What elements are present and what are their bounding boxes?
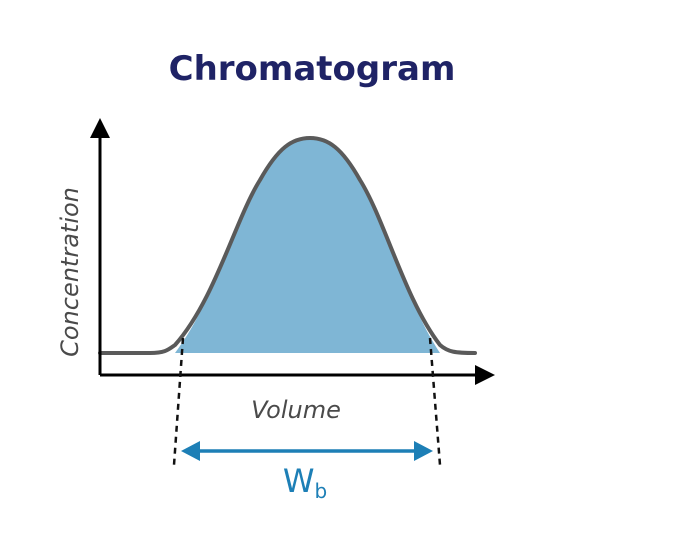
width-arrow-left-head — [181, 441, 200, 461]
x-axis-arrowhead — [475, 365, 495, 385]
x-axis-label: Volume — [251, 396, 341, 424]
peak-curve — [98, 135, 477, 355]
width-arrow-right-head — [414, 441, 433, 461]
y-axis-arrowhead — [90, 118, 110, 138]
y-axis-label: Concentration — [56, 187, 84, 357]
width-label: Wb — [283, 462, 327, 503]
left-width-boundary — [172, 337, 185, 466]
width-label-subscript: b — [314, 479, 327, 503]
width-label-main: W — [283, 462, 315, 500]
right-width-boundary — [428, 337, 442, 466]
peak-fill-area — [175, 138, 440, 353]
diagram-title: Chromatogram — [169, 49, 456, 89]
